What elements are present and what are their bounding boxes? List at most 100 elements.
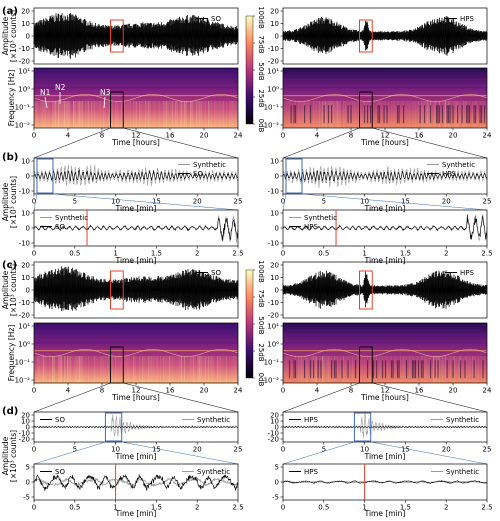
spectrogram-hps-a-energy — [415, 101, 417, 128]
spectrogram-hps-c-gap — [367, 360, 369, 379]
spectrogram-hps-c-band — [283, 342, 487, 344]
a-y-R-ticklabel: -20 — [268, 58, 279, 66]
spectrogram-so-c-energy — [148, 356, 150, 383]
spectrogram-so-c-energy — [202, 356, 204, 383]
spectrogram-hps-c-energy — [404, 356, 406, 383]
legend-b-upper-R-entry: Synthetic — [442, 161, 475, 169]
b-lo-y-R-ticklabel: -10 — [268, 240, 279, 248]
annotation-n2: N2 — [55, 83, 66, 92]
spectrogram-so-c-energy — [94, 356, 96, 383]
spectrogram-so-c-energy — [220, 356, 222, 383]
spectrogram-hps-c-energy — [298, 356, 300, 383]
ylabel-freq-c: Frequency [Hz] — [7, 325, 16, 382]
ylabel-c: Amplitude — [1, 270, 10, 309]
spectrogram-so-a-energy — [137, 101, 139, 128]
spectrogram-hps-a-energy — [431, 101, 433, 128]
xlabel-min-b-upper-L: Time [min] — [115, 204, 157, 213]
spectrogram-so-c-energy — [151, 356, 153, 383]
spectrogram-hps-a-energy — [359, 101, 361, 128]
spectrogram-so-a-energy — [94, 101, 96, 128]
a-hours-R-ticklabel: 4 — [315, 132, 320, 140]
spectrogram-so-a-energy — [169, 101, 171, 128]
a-freq-R-ticklabel: 10⁻¹ — [264, 104, 280, 112]
b-up-x-L-ticklabel: 0 — [32, 198, 36, 206]
spectrogram-hps-a-gap — [449, 105, 451, 124]
spectrogram-so-c-energy — [188, 356, 190, 383]
spectrogram-so-a-energy — [157, 101, 159, 128]
spectrogram-hps-a-gap — [442, 105, 444, 124]
ylabel-a: Amplitude — [1, 16, 10, 55]
spectrogram-hps-c-energy — [479, 356, 481, 383]
spectrogram-so-c-energy — [229, 356, 231, 383]
spectrogram-hps-a-energy — [340, 101, 342, 128]
spectrogram-hps-a-gap — [469, 105, 471, 124]
spectrogram-hps-c-gap — [413, 360, 415, 379]
a-hours-L-ticklabel: 24 — [234, 132, 243, 140]
spectrogram-so-c-energy — [211, 356, 213, 383]
spectrogram-so-a-energy — [152, 101, 154, 128]
spectrogram-so-c-energy — [181, 356, 183, 383]
spectrogram-hps-c-energy — [346, 356, 348, 383]
spectrogram-so-a-energy — [82, 101, 84, 128]
spectrogram-hps-a-energy — [388, 101, 390, 128]
a-hours-R-ticklabel: 12 — [381, 132, 390, 140]
spectrogram-hps-c-gap — [464, 360, 466, 379]
spectrogram-so-c-energy — [127, 356, 129, 383]
spectrogram-hps-c-energy — [368, 356, 370, 383]
spectrogram-hps-a-gap — [439, 105, 441, 124]
c-hours-L-ticklabel: 4 — [66, 387, 71, 395]
spectrogram-so-a-energy — [233, 101, 235, 128]
a-freq-R-ticklabel: 10⁰ — [267, 86, 279, 94]
spectrogram-so-a-energy — [49, 101, 51, 128]
spectrogram-so-a-energy — [35, 101, 37, 128]
spectrogram-hps-c-energy — [307, 356, 309, 383]
spectrogram-so-a-energy — [40, 101, 42, 128]
spectrogram-so-c-energy — [140, 356, 142, 383]
spectrogram-so-c-band — [34, 342, 238, 344]
b-lo-x-R-ticklabel: 2.5 — [481, 250, 492, 258]
observed-b-lower-R — [282, 214, 488, 240]
b-lo-x-L-ticklabel: 1 — [113, 250, 117, 258]
ylabel-b: Amplitude — [1, 182, 10, 221]
xlabel-min-b-lower-R: Time [min] — [364, 256, 406, 265]
spectrogram-so-c-energy — [76, 356, 78, 383]
spectrogram-hps-a-energy — [320, 101, 322, 128]
spectrogram-hps-c-energy — [442, 356, 444, 383]
colorbar-c-label: 0dB — [257, 373, 265, 387]
waveform-hps-c — [282, 270, 488, 309]
spectrogram-so-c-energy — [59, 356, 61, 383]
spectrogram-so-c-energy — [133, 356, 135, 383]
b-lo-x-L-ticklabel: 1.5 — [151, 250, 162, 258]
b-up-x-L-ticklabel: 25 — [234, 198, 243, 206]
spectrogram-so-c-energy — [152, 356, 154, 383]
connector-b-zoom-L — [52, 193, 239, 211]
spectrogram-hps-a-energy — [289, 101, 291, 128]
spectrogram-so-a-energy — [154, 101, 156, 128]
spectrogram-hps-a-energy — [334, 101, 336, 128]
spectrogram-hps-c-energy — [428, 356, 430, 383]
spectrogram-so-c-energy — [52, 356, 54, 383]
spectrogram-hps-a-energy — [329, 101, 331, 128]
colorbar-a-label: 25dB — [257, 89, 265, 107]
spectrogram-hps-c-energy — [425, 356, 427, 383]
spectrogram-so-c-energy — [214, 356, 216, 383]
spectrogram-so-a-energy — [119, 101, 121, 128]
spectrogram-so-a-energy — [218, 101, 220, 128]
spectrogram-so-a-energy — [181, 101, 183, 128]
spectrogram-so-c-energy — [110, 356, 112, 383]
spectrogram-hps-a-energy — [433, 101, 435, 128]
spectrogram-so-a-energy — [142, 101, 144, 128]
spectrogram-so-c-energy — [118, 356, 120, 383]
spectrogram-so-a-energy — [46, 101, 48, 128]
spectrogram-hps-a-energy — [365, 101, 367, 128]
spectrogram-hps-a-energy — [458, 101, 460, 128]
connector-b-zoom-R — [301, 193, 488, 211]
spectrogram-so-a-energy — [38, 101, 40, 128]
spectrogram-so-c-energy — [158, 356, 160, 383]
a-y-L-ticklabel: 0 — [26, 33, 30, 41]
spectrogram-so-a-energy — [109, 101, 111, 128]
spectrogram-hps-a-gap — [461, 105, 463, 124]
spectrogram-so-a-energy — [98, 101, 100, 128]
d-up-y-L-ticklabel: -20 — [19, 436, 30, 444]
b-lo-y-L-ticklabel: 10 — [21, 210, 30, 218]
